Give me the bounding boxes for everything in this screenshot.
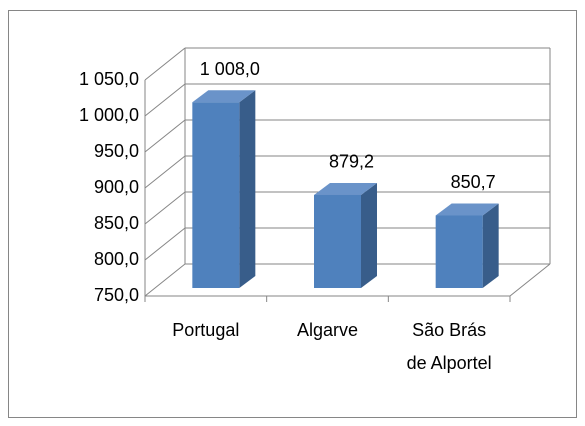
- grid-line: [144, 119, 186, 153]
- floor-line: [509, 263, 551, 297]
- x-tick-label: Algarve: [296, 320, 359, 340]
- y-tick-label: 750,0: [94, 285, 139, 305]
- bar-side: [239, 90, 256, 289]
- bar-top: [435, 203, 499, 216]
- grid-line: [144, 47, 186, 81]
- bar: [314, 194, 361, 288]
- y-tick-label: 850,0: [94, 213, 139, 233]
- grid-line: [144, 263, 186, 297]
- bar-side: [361, 182, 377, 288]
- bar-top: [192, 90, 256, 103]
- value-label: 1 008,0: [200, 59, 260, 79]
- y-tick-label: 1 000,0: [79, 105, 139, 125]
- grid-line: [144, 191, 186, 225]
- y-tick-label: 800,0: [94, 249, 139, 269]
- bar-top: [314, 182, 377, 195]
- grid-line: [144, 155, 186, 189]
- x-tick-label: Portugal: [172, 320, 240, 340]
- value-label: 879,2: [329, 152, 374, 172]
- grid-line: [144, 83, 186, 117]
- x-tick-label: São Brás de Alportel: [406, 320, 492, 373]
- grid-line: [144, 227, 186, 261]
- bar-side: [482, 203, 499, 288]
- value-label: 850,7: [451, 172, 496, 192]
- y-tick-label: 950,0: [94, 141, 139, 161]
- y-tick-label: 900,0: [94, 177, 139, 197]
- bar: [192, 102, 240, 289]
- bar: [435, 215, 483, 288]
- y-tick-label: 1 050,0: [79, 69, 139, 89]
